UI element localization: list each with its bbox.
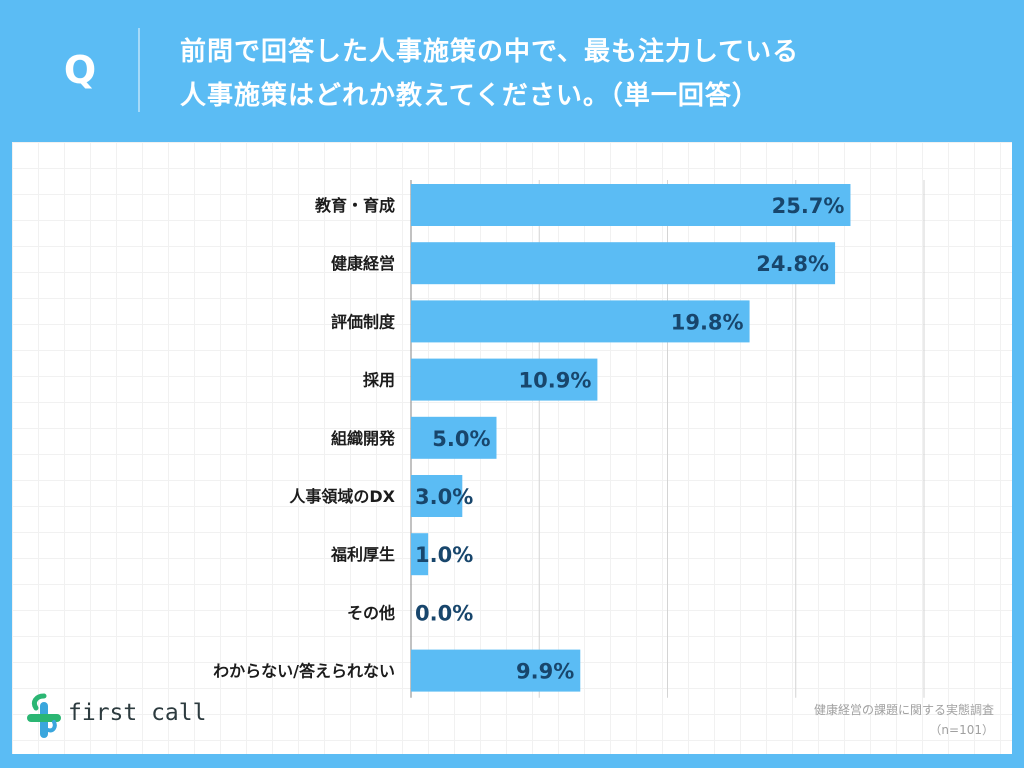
category-label: 採用 xyxy=(363,371,395,390)
bar-6 xyxy=(411,475,463,517)
category-label: 健康経営 xyxy=(331,254,395,273)
survey-source: 健康経営の課題に関する実態調査 （n=101） xyxy=(814,700,994,740)
bar-5 xyxy=(411,416,497,459)
logo-text: first call xyxy=(68,700,207,726)
header-divider xyxy=(138,28,140,112)
source-sample-size: （n=101） xyxy=(929,723,994,737)
value-label: 3.0% xyxy=(415,485,473,509)
value-label: 19.8% xyxy=(671,310,744,334)
question-text: 前問で回答した人事施策の中で、最も注力している 人事施策はどれか教えてください。… xyxy=(180,30,980,118)
category-label: 評価制度 xyxy=(331,312,396,331)
category-label: 福利厚生 xyxy=(330,545,395,564)
category-label: 組織開発 xyxy=(331,429,396,448)
bar-2 xyxy=(411,242,836,285)
value-label: 5.0% xyxy=(432,427,490,451)
first-call-logo-icon xyxy=(27,693,61,738)
category-label: 人事領域のDX xyxy=(289,487,395,506)
q-label: Q xyxy=(63,48,97,92)
value-label: 25.7% xyxy=(772,194,845,218)
bar-chart: 教育・育成 25.7% 健康経営 24.8% 評価制度 19.8% 採用 10.9% 組織開発 5… xyxy=(213,180,925,698)
question-line-2: 人事施策はどれか教えてください。（単一回答） xyxy=(180,81,759,111)
first-call-logo: first call xyxy=(24,692,224,742)
bar-7 xyxy=(411,533,429,576)
source-title: 健康経営の課題に関する実態調査 xyxy=(813,703,994,717)
question-line-1: 前問で回答した人事施策の中で、最も注力している xyxy=(180,37,800,67)
category-label: その他 xyxy=(347,603,395,622)
bar-4 xyxy=(411,358,598,401)
category-label: 教育・育成 xyxy=(315,196,395,215)
value-label: 10.9% xyxy=(519,369,592,393)
category-label: わからない/答えられない xyxy=(213,662,395,681)
value-label: 9.9% xyxy=(516,660,574,684)
chart-panel: 教育・育成 25.7% 健康経営 24.8% 評価制度 19.8% 採用 10.9% 組織開発 5… xyxy=(12,142,1012,754)
bar-3 xyxy=(411,300,750,343)
value-label: 0.0% xyxy=(415,601,473,625)
question-header: Q 前問で回答した人事施策の中で、最も注力している 人事施策はどれか教えてくださ… xyxy=(0,0,1024,140)
value-label: 1.0% xyxy=(415,543,473,567)
bar-1 xyxy=(411,184,851,226)
bar-9 xyxy=(411,649,581,692)
value-label: 24.8% xyxy=(756,252,829,276)
